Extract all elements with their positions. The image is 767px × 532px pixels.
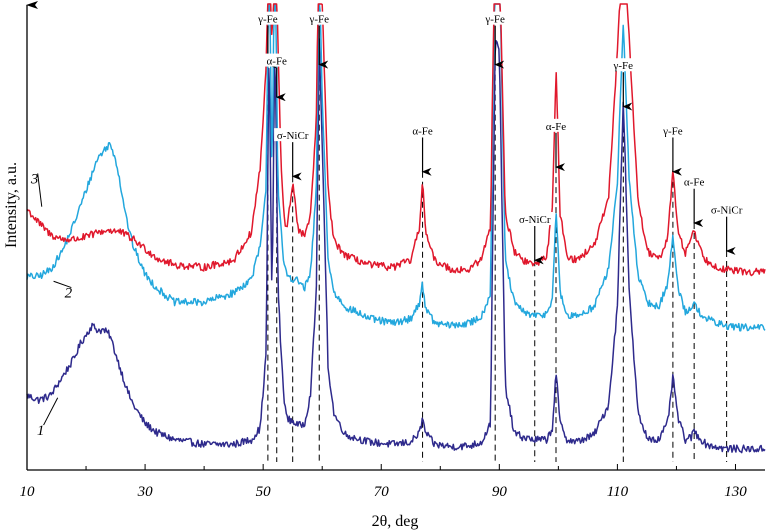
peak-label-11: σ-NiCr <box>711 205 743 217</box>
peak-labels: γ-Fe α-Fe σ-NiCr γ-Fe α-Fe γ-Fe σ-NiCr α-Fe γ-Fe… <box>255 11 746 265</box>
series-1-line <box>26 38 766 454</box>
peak-label-bg-3 <box>306 11 332 25</box>
peak-label-bg-10 <box>681 174 707 188</box>
peak-label-7: α-Fe <box>546 121 567 133</box>
curve-leader-2 <box>53 280 72 289</box>
axes: 10 30 50 70 90 110 130 <box>20 1 765 500</box>
peak-label-bg-4 <box>410 123 435 137</box>
x-tick-label-110: 110 <box>607 484 629 500</box>
peak-label-bg-9 <box>660 123 686 137</box>
curve-leader-3 <box>37 173 43 207</box>
peak-label-1: α-Fe <box>267 56 288 68</box>
peak-label-6: σ-NiCr <box>519 214 551 226</box>
peak-label-5: γ-Fe <box>484 14 505 26</box>
series-2-line <box>26 3 766 332</box>
peak-label-2: σ-NiCr <box>277 130 309 142</box>
x-tick-label-50: 50 <box>256 484 272 500</box>
x-tick-label-70: 70 <box>374 484 390 500</box>
peak-label-bg-6 <box>516 212 554 226</box>
curve-leader-1 <box>43 397 59 426</box>
x-tick-label-30: 30 <box>137 484 154 500</box>
curve-label-2: 2 <box>65 286 73 302</box>
x-tick-label-130: 130 <box>724 484 747 500</box>
curve-label-3: 3 <box>30 171 39 187</box>
peak-label-bg-5 <box>482 11 508 25</box>
peak-label-bg-0 <box>255 11 281 25</box>
x-tick-label-10: 10 <box>20 484 36 500</box>
series-3-line <box>26 3 766 277</box>
peak-label-10: α-Fe <box>684 177 705 189</box>
diffraction-curves <box>26 3 766 454</box>
curve-labels: 1 2 3 <box>30 171 73 439</box>
peak-position-dashes <box>267 64 728 462</box>
curve-label-1: 1 <box>37 423 45 439</box>
peak-label-0: γ-Fe <box>257 14 278 26</box>
peak-label-bg-1 <box>264 53 290 67</box>
x-axis-title: 2θ, deg <box>372 513 419 530</box>
peak-label-bg-7 <box>543 118 569 132</box>
peak-label-3: γ-Fe <box>308 14 329 26</box>
peak-label-bg-2 <box>274 128 312 142</box>
y-axis-title: Intensity, a.u. <box>3 162 20 248</box>
x-tick-label-90: 90 <box>492 484 508 500</box>
peak-label-bg-8 <box>610 58 636 72</box>
peak-label-9: γ-Fe <box>662 125 683 137</box>
peak-label-4: α-Fe <box>412 125 433 137</box>
peak-label-bg-11 <box>708 202 746 216</box>
peak-label-8: γ-Fe <box>613 60 634 72</box>
